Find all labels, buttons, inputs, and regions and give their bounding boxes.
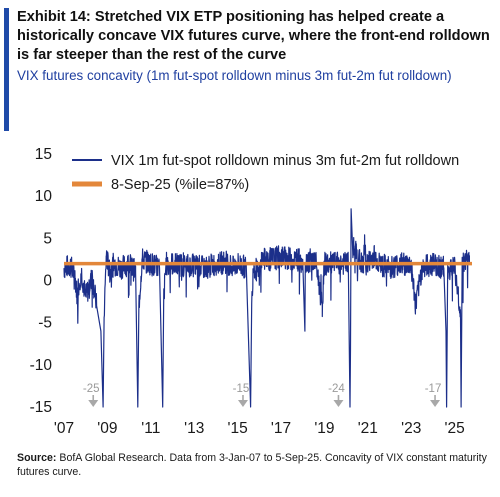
- x-tick-label: '19: [314, 420, 334, 437]
- y-tick-label: 15: [35, 146, 52, 163]
- y-tick-label: 5: [43, 230, 52, 247]
- x-tick-label: '21: [358, 420, 378, 437]
- chart-subtitle: VIX futures concavity (1m fut-spot rolld…: [17, 68, 452, 83]
- accent-bar: [4, 8, 9, 131]
- chart-title: Exhibit 14: Stretched VIX ETP positionin…: [17, 9, 490, 63]
- annotation-label: -17: [425, 383, 442, 395]
- source-text: BofA Global Research. Data from 3-Jan-07…: [17, 452, 487, 478]
- x-tick-label: '17: [271, 420, 291, 437]
- annotation-layer: -25 -15 -24 -17: [83, 383, 441, 407]
- x-tick-label: '13: [184, 420, 204, 437]
- legend-label-reference: 8-Sep-25 (%ile=87%): [111, 177, 249, 193]
- chart-header: Exhibit 14: Stretched VIX ETP positionin…: [17, 8, 495, 85]
- x-tick-label: '15: [228, 420, 248, 437]
- y-tick-label: 10: [35, 188, 53, 205]
- x-tick-label: '07: [54, 420, 74, 437]
- legend-label-series: VIX 1m fut-spot rolldown minus 3m fut-2m…: [111, 153, 459, 169]
- x-tick-label: '25: [445, 420, 465, 437]
- x-tick-label: '23: [401, 420, 421, 437]
- x-tick-label: '09: [97, 420, 117, 437]
- annotation-label: -15: [233, 383, 250, 395]
- source-label: Source:: [17, 452, 57, 464]
- annotation-arrow-icon: [237, 400, 248, 407]
- x-tick-label: '11: [141, 420, 160, 437]
- series-layer: [63, 208, 470, 408]
- annotation-label: -24: [328, 383, 345, 395]
- annotation-label: -25: [83, 383, 100, 395]
- annotation-arrow-icon: [333, 400, 344, 407]
- annotation-arrow-icon: [430, 400, 441, 407]
- y-tick-label: -10: [30, 357, 53, 374]
- series-line-vix-concavity: [63, 208, 470, 408]
- legend: VIX 1m fut-spot rolldown minus 3m fut-2m…: [72, 153, 459, 193]
- y-tick-label: -15: [30, 399, 52, 416]
- source-note: Source: BofA Global Research. Data from …: [17, 451, 493, 479]
- tick-labels: 151050-5-10-15'07'09'11'13'15'17'19'21'2…: [30, 146, 465, 437]
- y-tick-label: -5: [38, 315, 52, 332]
- annotation-arrow-icon: [88, 400, 99, 407]
- y-tick-label: 0: [43, 273, 52, 290]
